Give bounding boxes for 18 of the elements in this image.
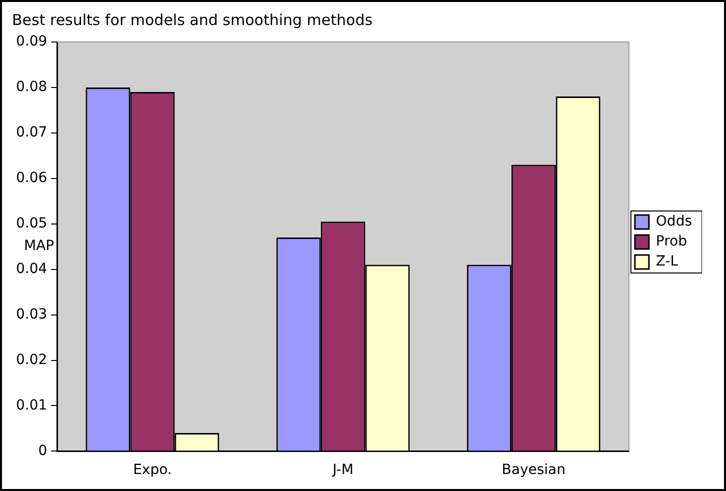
y-tick-label: 0.04 xyxy=(16,260,48,277)
x-tick-label: J-M xyxy=(332,462,354,478)
y-axis-title: MAP xyxy=(24,238,54,254)
y-tick-label: 0.08 xyxy=(16,79,48,96)
legend-label: Prob xyxy=(656,234,688,250)
y-tick-label: 0 xyxy=(38,442,48,459)
y-tick-label: 0.07 xyxy=(16,124,48,141)
chart-title: Best results for models and smoothing methods xyxy=(12,10,373,29)
y-tick-label: 0.03 xyxy=(16,306,48,322)
legend-label: Z-L xyxy=(656,254,678,270)
y-tick-label: 0.01 xyxy=(16,397,48,414)
y-tick-label: 0.02 xyxy=(16,352,48,368)
y-tick-label: 0.06 xyxy=(16,170,48,186)
y-tick-label: 0.05 xyxy=(16,216,48,232)
x-tick-label: Bayesian xyxy=(502,462,566,478)
y-tick-label: 0.09 xyxy=(16,34,48,50)
x-tick-label: Expo. xyxy=(133,462,172,478)
legend-label: Odds xyxy=(656,214,692,230)
